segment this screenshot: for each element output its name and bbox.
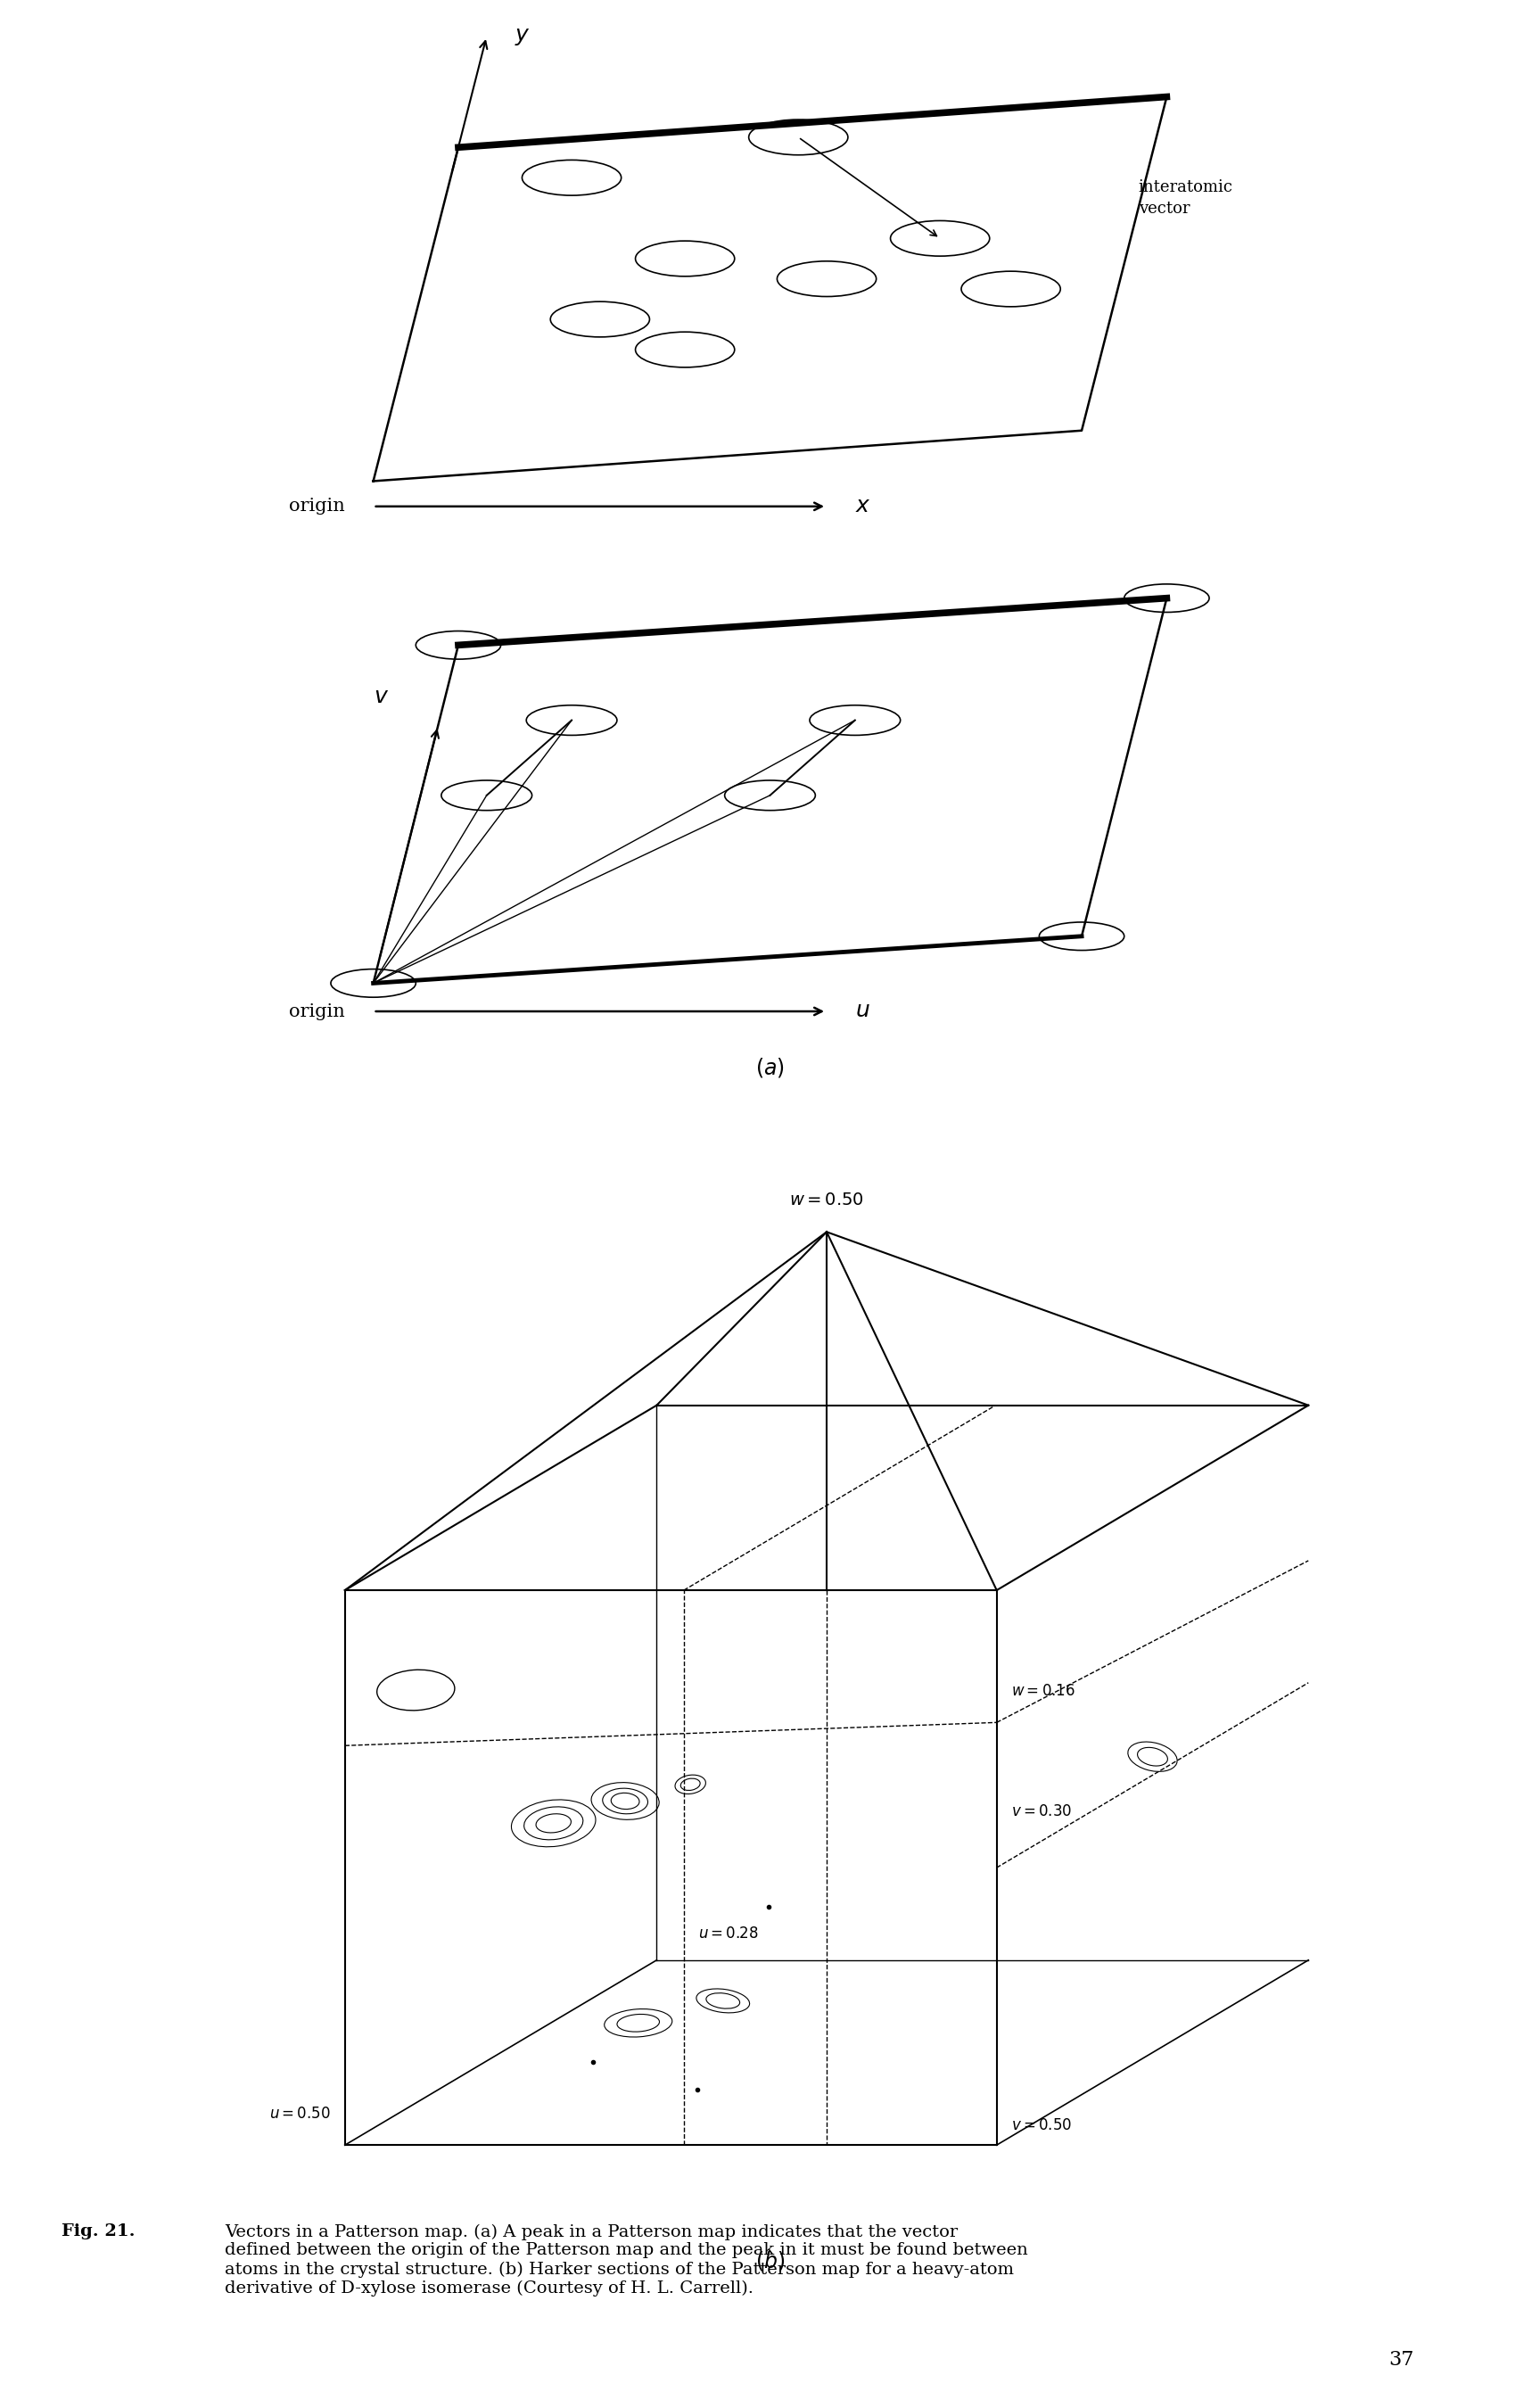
- Text: origin: origin: [290, 1002, 345, 1021]
- Text: $v = 0.50$: $v = 0.50$: [1010, 2119, 1072, 2133]
- Text: interatomic
vector: interatomic vector: [1138, 178, 1234, 217]
- Text: $u = 0.28$: $u = 0.28$: [698, 1926, 759, 1941]
- Text: $w = 0.16$: $w = 0.16$: [1010, 1683, 1075, 1700]
- Text: $x$: $x$: [855, 496, 870, 518]
- Text: 37: 37: [1389, 2350, 1414, 2369]
- Text: $(a)$: $(a)$: [756, 1057, 784, 1079]
- Text: Fig. 21.: Fig. 21.: [62, 2225, 136, 2239]
- Text: $(b)$: $(b)$: [755, 2249, 785, 2273]
- Text: $v$: $v$: [374, 686, 390, 708]
- Text: origin: origin: [290, 498, 345, 515]
- Text: $w = 0.50$: $w = 0.50$: [790, 1192, 864, 1209]
- Text: $y$: $y$: [514, 26, 531, 46]
- Text: $v = 0.30$: $v = 0.30$: [1010, 1804, 1072, 1820]
- Text: $u = 0.50$: $u = 0.50$: [270, 2107, 331, 2121]
- Text: $u$: $u$: [855, 1002, 870, 1021]
- Text: Vectors in a Patterson map. (a) A peak in a Patterson map indicates that the vec: Vectors in a Patterson map. (a) A peak i…: [225, 2225, 1027, 2297]
